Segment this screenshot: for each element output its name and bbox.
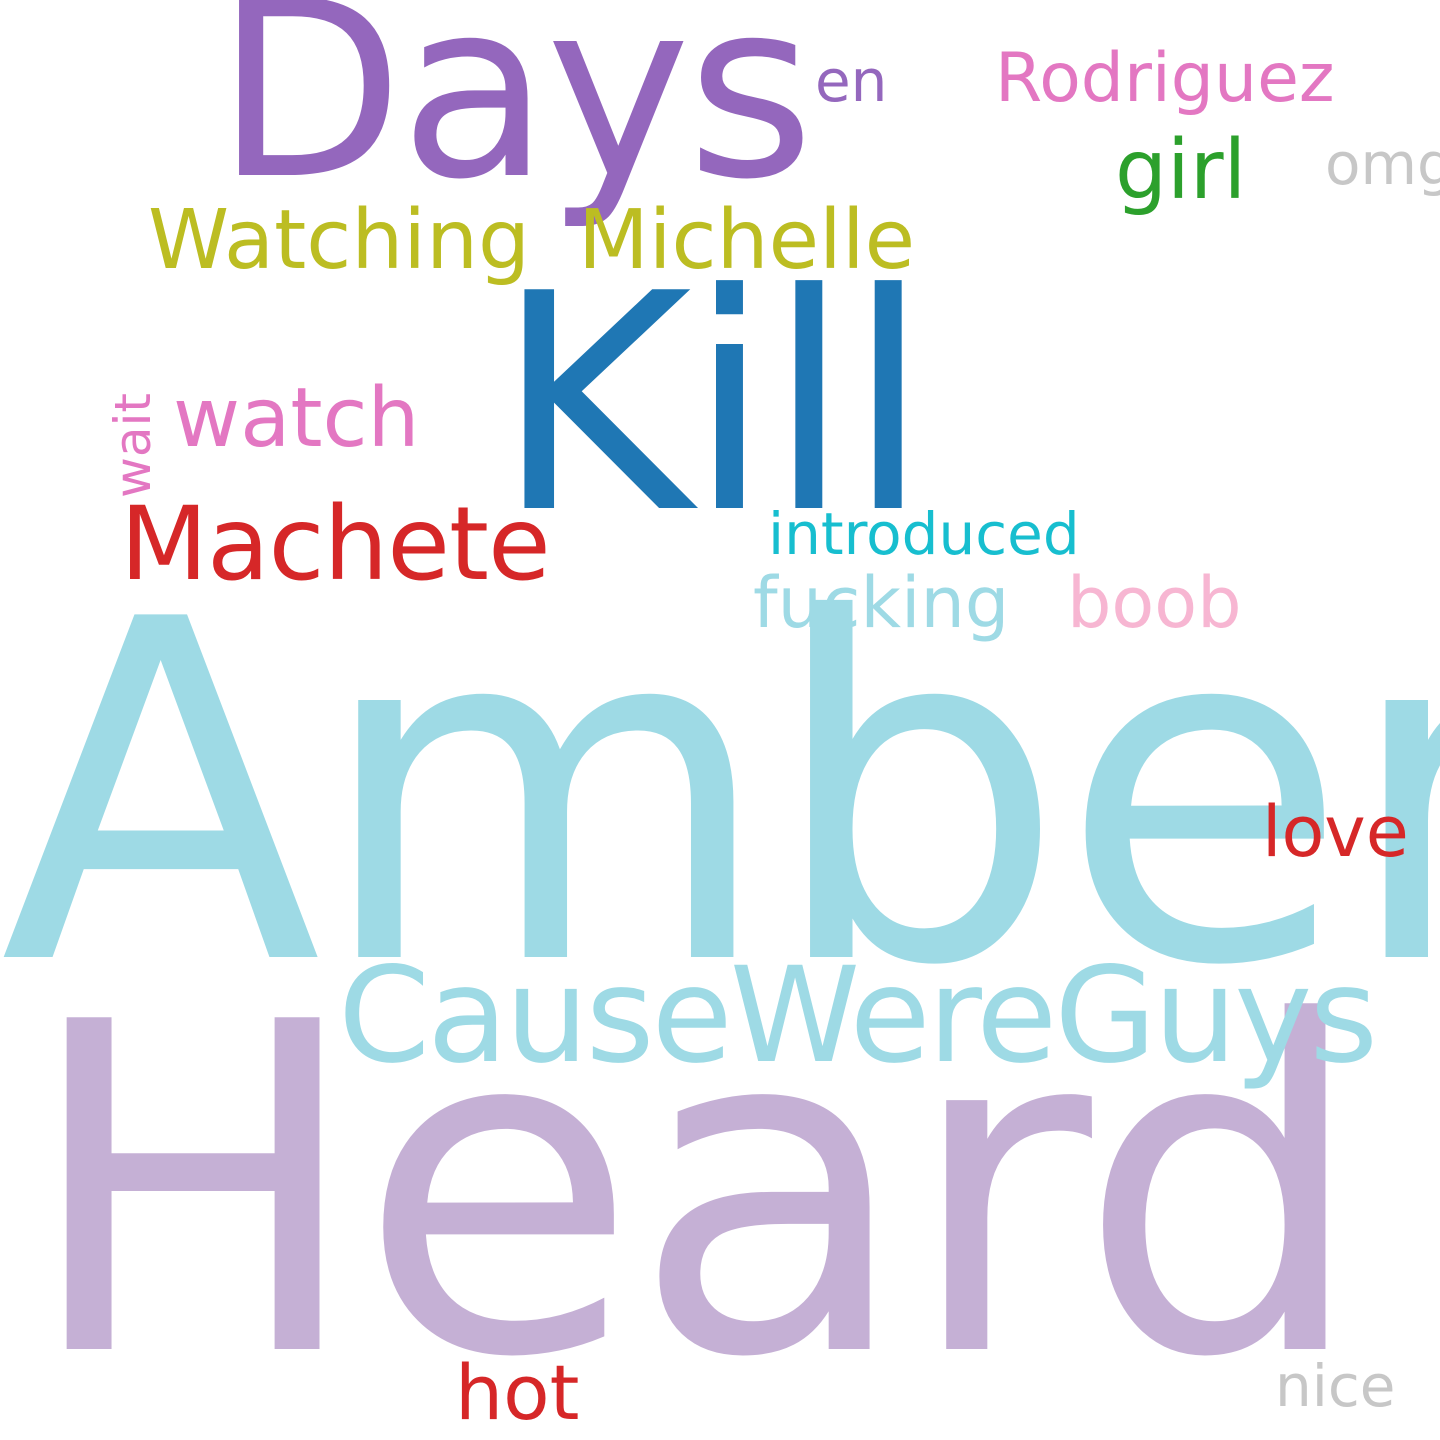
word-hot: hot: [455, 1348, 580, 1437]
word-causewereguys: CauseWereGuys: [338, 939, 1378, 1093]
word-love: love: [1262, 791, 1409, 873]
word-girl: girl: [1115, 123, 1247, 218]
word-watching: Watching: [148, 193, 531, 288]
word-en: en: [815, 47, 888, 115]
word-boob: boob: [1067, 562, 1242, 644]
word-michelle: Michelle: [578, 193, 916, 288]
word-days: Days: [215, 0, 814, 233]
word-fucking: fucking: [753, 562, 1010, 644]
word-amber: Amber: [0, 521, 1440, 1068]
word-watch: watch: [173, 371, 420, 466]
word-wait: wait: [104, 392, 162, 498]
word-kill: Kill: [495, 230, 930, 579]
word-heard: Heard: [22, 928, 1367, 1440]
word-nice: nice: [1275, 1352, 1396, 1420]
word-machete: Machete: [120, 485, 551, 604]
word-rodriguez: Rodriguez: [995, 39, 1335, 118]
word-introduced: introduced: [768, 500, 1080, 568]
word-omg: omg: [1325, 130, 1440, 198]
